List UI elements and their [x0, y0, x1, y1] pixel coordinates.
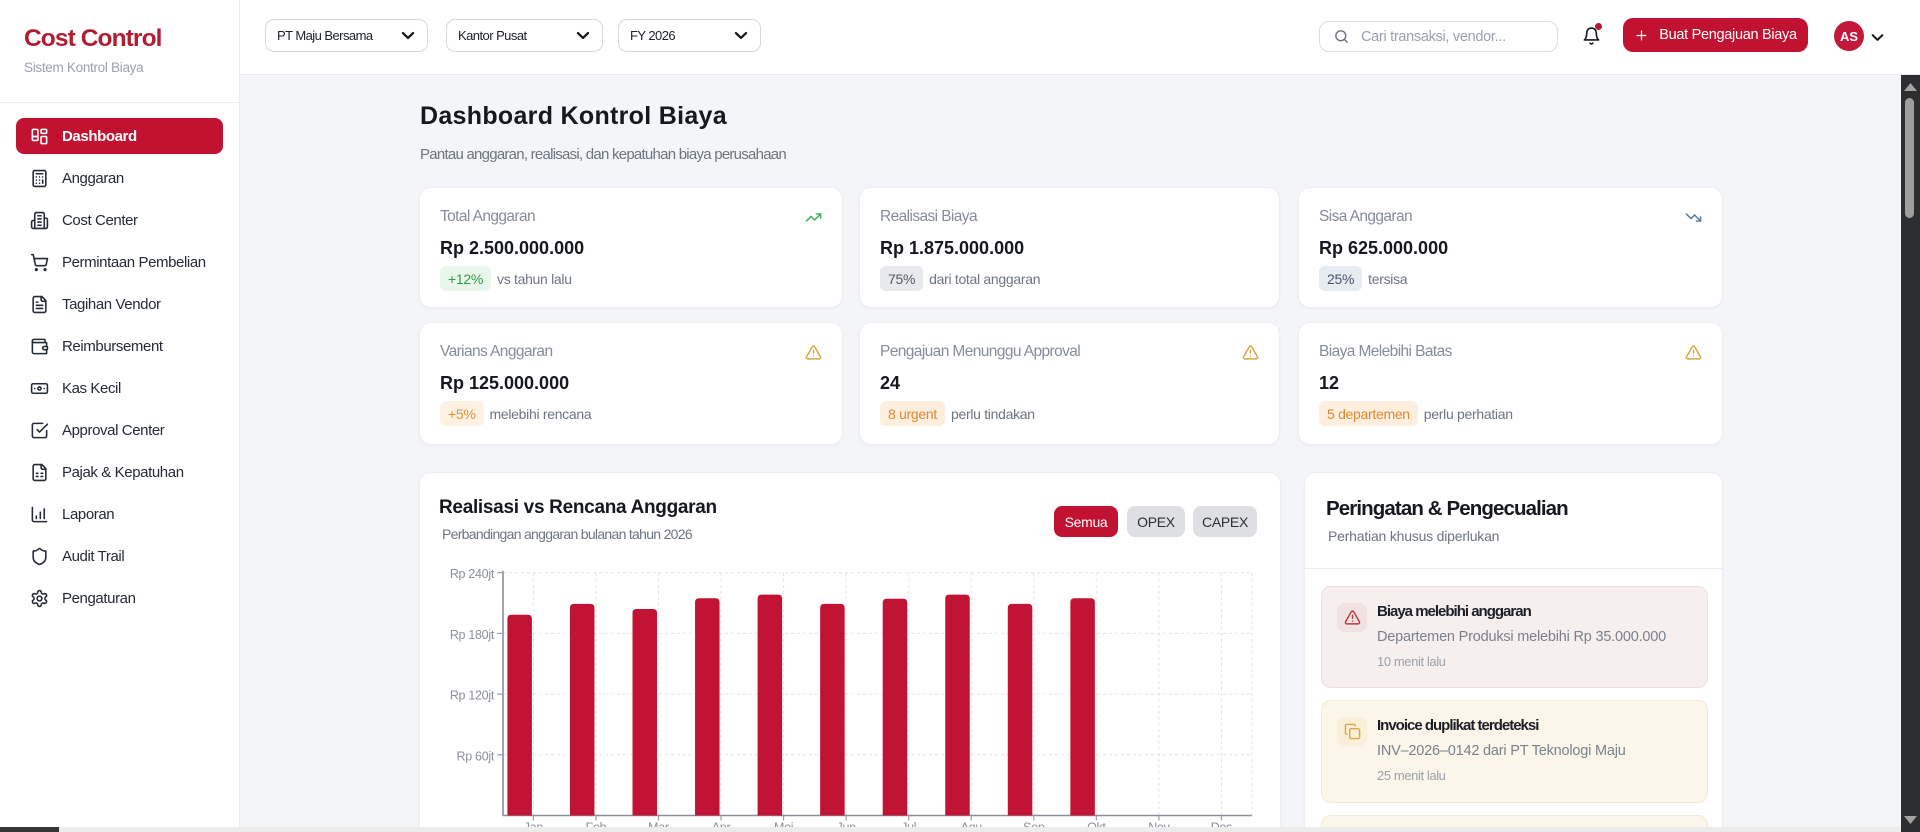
svg-text:Mar: Mar: [648, 821, 669, 832]
svg-text:Agu: Agu: [961, 821, 983, 832]
svg-text:Jul: Jul: [901, 821, 916, 832]
svg-text:Mei: Mei: [774, 821, 793, 832]
svg-text:Rp 240jt: Rp 240jt: [450, 567, 495, 581]
svg-text:Rp 120jt: Rp 120jt: [450, 689, 495, 703]
svg-text:Okt: Okt: [1087, 821, 1106, 832]
svg-text:Rp 180jt: Rp 180jt: [450, 628, 495, 642]
svg-text:Sep: Sep: [1023, 821, 1045, 832]
svg-text:Apr: Apr: [712, 821, 731, 832]
svg-text:Rp 60jt: Rp 60jt: [456, 749, 494, 763]
svg-text:Des: Des: [1211, 821, 1232, 832]
svg-text:Jan: Jan: [524, 821, 544, 832]
svg-text:Feb: Feb: [586, 821, 607, 832]
svg-text:Jun: Jun: [837, 821, 857, 832]
svg-text:Nov: Nov: [1148, 821, 1170, 832]
